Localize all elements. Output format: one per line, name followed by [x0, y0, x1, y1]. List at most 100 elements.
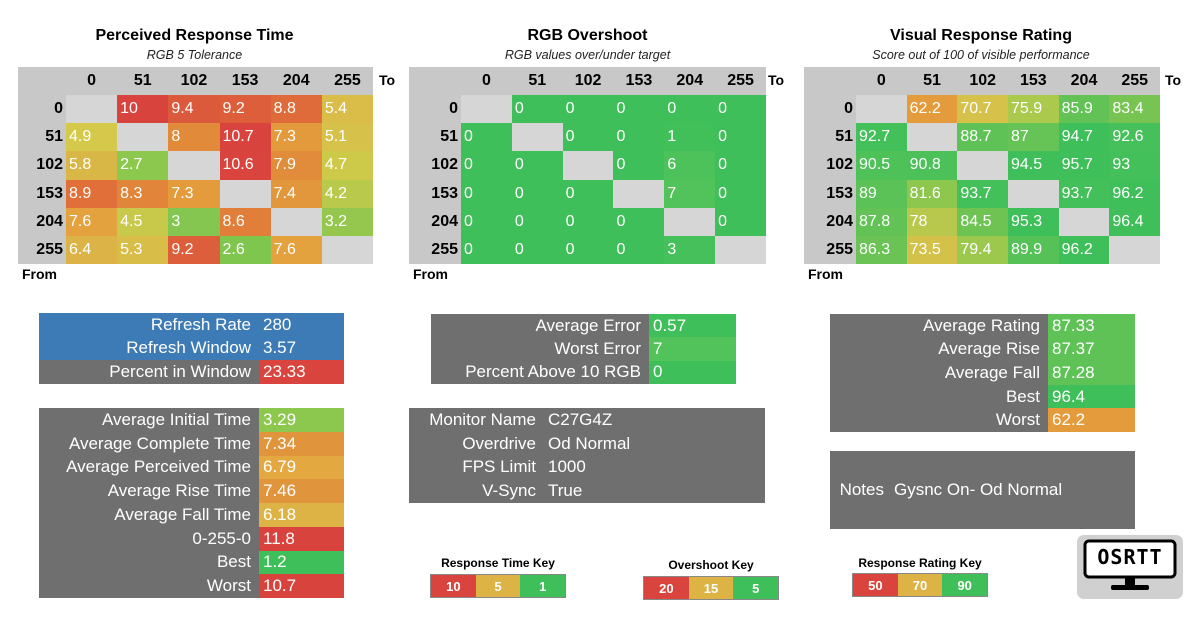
- key-swatch: 15: [688, 577, 734, 599]
- panel-label: Best: [1005, 386, 1040, 406]
- col-header: 255: [1121, 72, 1149, 90]
- panel-label: Average Perceived Time: [66, 457, 251, 477]
- panel-value: 0.57: [649, 314, 736, 338]
- matrix-cell: 0: [715, 179, 766, 208]
- matrix-cell: 0: [511, 207, 563, 236]
- panel-label: Average Rise: [938, 339, 1040, 359]
- panel-label: Average Error: [535, 315, 641, 335]
- col-header: 255: [334, 72, 361, 90]
- matrix-diagonal-cell: [66, 95, 118, 124]
- matrix-diagonal-cell: [321, 235, 373, 264]
- panel-value: 87.28: [1048, 361, 1135, 385]
- matrix-cell: 0: [511, 151, 563, 180]
- matrix-cell: 0: [562, 207, 614, 236]
- matrix-cell: 94.7: [1058, 123, 1110, 152]
- panel-label: Overdrive: [462, 433, 536, 453]
- matrix-diagonal-cell: [168, 151, 220, 180]
- panel-value: True: [548, 481, 583, 501]
- matrix-cell: 70.7: [957, 95, 1008, 124]
- panel-value: 6.79: [259, 455, 344, 480]
- col-header: 204: [676, 72, 704, 90]
- col-header: 0: [87, 72, 97, 90]
- matrix-diagonal-cell: [270, 207, 322, 236]
- overshoot-title: RGB Overshoot: [527, 27, 648, 44]
- overshoot-subtitle: RGB values over/under target: [504, 48, 671, 62]
- panel-label: Monitor Name: [429, 409, 536, 429]
- matrix-cell: 0: [715, 95, 766, 124]
- matrix-diagonal-cell: [613, 179, 665, 208]
- row-header: 204: [431, 212, 458, 230]
- key-swatch: 90: [942, 574, 988, 596]
- row-header: 204: [36, 212, 63, 230]
- matrix-diagonal-cell: [117, 123, 169, 152]
- row-header: 255: [826, 240, 853, 258]
- matrix-cell: 4.7: [321, 151, 373, 180]
- panel-value: 11.8: [259, 526, 344, 551]
- row-header: 102: [431, 156, 458, 174]
- row-header: 102: [36, 156, 63, 174]
- matrix-cell: 0: [461, 123, 512, 152]
- matrix-cell: 6.4: [66, 235, 118, 264]
- matrix-cell: 9.2: [219, 95, 271, 124]
- row-header: 51: [835, 128, 853, 146]
- visual-rating-matrix: 0 51 102 153 204 255 0 62.2 70.7 75.9 85.9 83.4 51 92…: [804, 67, 1160, 264]
- overshoot-matrix: 0 51 102 153 204 255 0 0 0 0 0 0 51 0 0 0 1 0 102 0 0 0 6 0 153 0…: [409, 67, 766, 264]
- matrix-cell: 93.7: [1058, 179, 1110, 208]
- panel-value: 0: [649, 360, 736, 384]
- matrix-cell: 5.1: [321, 123, 373, 152]
- visual-to-label: To: [1165, 72, 1182, 88]
- row-header: 153: [431, 184, 458, 202]
- overshoot-error-panel: Average Error 0.57 Worst Error 7 Percent Abo…: [431, 314, 736, 384]
- col-header: 102: [180, 72, 208, 90]
- row-header: 102: [826, 156, 853, 174]
- matrix-cell: 0: [511, 179, 563, 208]
- col-header: 102: [969, 72, 997, 90]
- matrix-cell: 8: [168, 123, 220, 152]
- row-header: 0: [54, 100, 63, 118]
- matrix-cell: 75.9: [1008, 95, 1059, 124]
- panel-value: 23.33: [259, 360, 344, 384]
- matrix-cell: 92.7: [856, 123, 907, 152]
- panel-label: Average Rating: [923, 315, 1040, 335]
- visual-title: Visual Response Rating: [890, 27, 1072, 44]
- notes-panel: Notes Gysnc On- Od Normal: [830, 451, 1135, 529]
- panel-value: 62.2: [1048, 408, 1135, 432]
- panel-value: 87.33: [1048, 314, 1135, 338]
- matrix-cell: 94.5: [1008, 151, 1059, 180]
- col-header: 204: [1070, 72, 1098, 90]
- panel-value: 87.37: [1048, 337, 1135, 362]
- matrix-cell: 96.2: [1109, 179, 1160, 208]
- matrix-diagonal-cell: [219, 179, 271, 208]
- key-swatch: 10: [431, 575, 476, 597]
- panel-value: 7: [649, 337, 736, 361]
- matrix-cell: 3.2: [321, 207, 373, 236]
- matrix-cell: 0: [613, 151, 665, 180]
- matrix-cell: 7.4: [270, 179, 322, 208]
- monitor-info-panel: Monitor Name C27G4Z Overdrive Od Normal FPS …: [409, 408, 765, 503]
- matrix-diagonal-cell: [856, 95, 907, 124]
- logo-text: OSRTT: [1097, 545, 1163, 569]
- rating-summary-panel: Average Rating 87.33 Average Rise 87.37 Aver…: [830, 314, 1135, 432]
- panel-label: Percent Above 10 RGB: [465, 362, 641, 382]
- matrix-cell: 96.2: [1058, 235, 1110, 264]
- matrix-cell: 62.2: [906, 95, 958, 124]
- panel-value: 10.7: [259, 574, 344, 598]
- matrix-cell: 10.6: [219, 151, 271, 180]
- matrix-cell: 0: [461, 207, 512, 236]
- panel-label: Refresh Rate: [39, 313, 259, 337]
- col-header: 0: [481, 72, 491, 90]
- matrix-cell: 87: [1008, 123, 1059, 152]
- matrix-cell: 4.2: [321, 179, 373, 208]
- panel-label: Worst: [206, 576, 251, 596]
- matrix-cell: 0: [511, 235, 563, 264]
- panel-label: Percent in Window: [39, 360, 259, 384]
- panel-value: 1000: [548, 457, 586, 477]
- matrix-cell: 95.7: [1058, 151, 1110, 180]
- row-header: 153: [36, 184, 63, 202]
- col-header: 153: [1019, 72, 1047, 90]
- matrix-diagonal-cell: [562, 151, 614, 180]
- panel-label: Average Complete Time: [68, 433, 251, 453]
- matrix-cell: 85.9: [1058, 95, 1110, 124]
- col-header: 0: [876, 72, 886, 90]
- panel-value: 3.29: [259, 408, 344, 432]
